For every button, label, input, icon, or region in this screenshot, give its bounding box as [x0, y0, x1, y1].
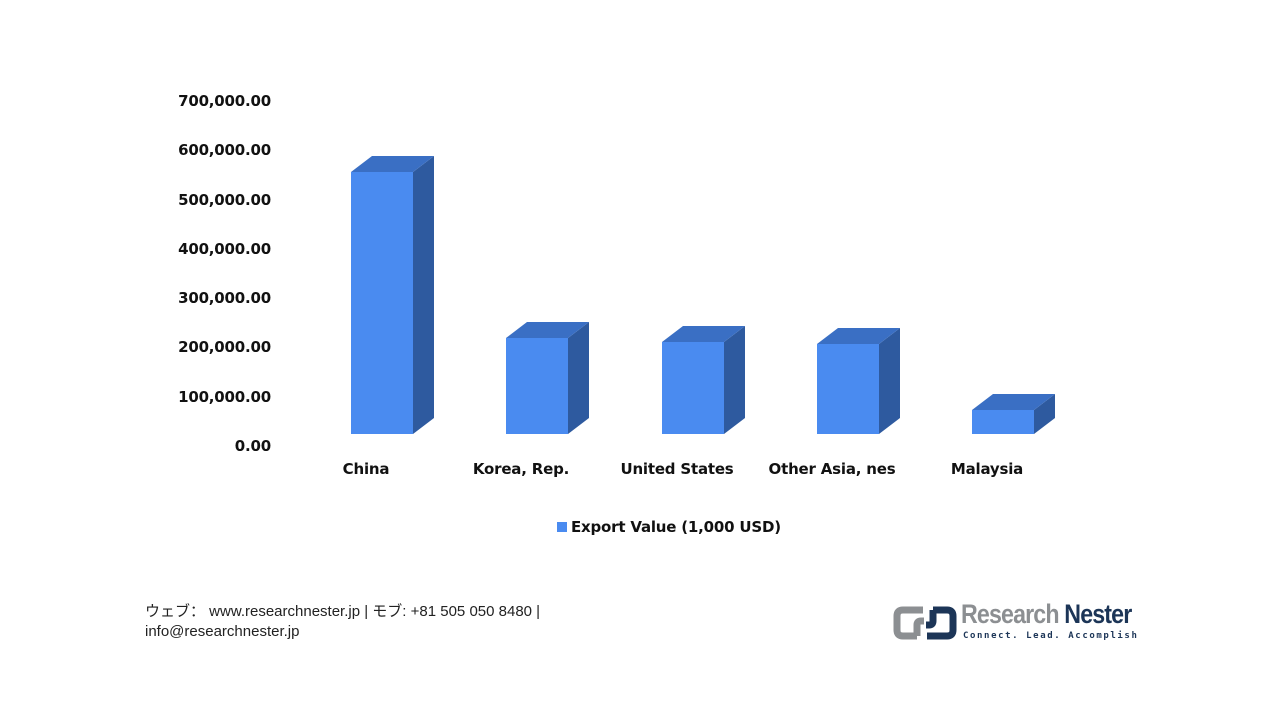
bar-front-face	[506, 338, 568, 434]
bar-side-face	[413, 156, 434, 434]
y-tick: 700,000.00	[178, 92, 271, 110]
logo-word-nester: Nester	[1064, 599, 1132, 629]
bar-front-face	[351, 172, 413, 434]
bar-other-asia-nes	[817, 328, 900, 434]
contact-line-web-phone: ウェブ： www.researchnester.jp | モブ: +81 505…	[145, 603, 541, 620]
bar-top-face	[972, 394, 1055, 410]
chain-link-logo-icon	[893, 606, 957, 640]
legend-swatch-icon	[557, 522, 567, 532]
bar-korea-rep	[506, 322, 589, 434]
bar-side-face	[724, 326, 745, 434]
bar-united-states	[662, 326, 745, 434]
contact-line-email: info@researchnester.jp	[145, 623, 300, 640]
y-tick: 600,000.00	[178, 141, 271, 160]
logo-tagline: Connect. Lead. Accomplish	[963, 631, 1139, 641]
bar-top-face	[662, 326, 745, 342]
bar-top-face	[351, 156, 434, 172]
y-tick: 500,000.00	[178, 190, 271, 209]
x-label: Other Asia, nes	[768, 460, 896, 478]
x-label: United States	[620, 460, 734, 478]
y-tick: 400,000.00	[178, 239, 271, 258]
contact-footer: ウェブ： www.researchnester.jp | モブ: +81 505…	[145, 602, 540, 642]
bar-china	[351, 156, 434, 434]
bar-front-face	[972, 410, 1034, 434]
bar-side-face	[568, 322, 589, 434]
bar-top-face	[817, 328, 900, 344]
bar-top-face	[506, 322, 589, 338]
legend-label: Export Value (1,000 USD)	[571, 518, 781, 536]
y-tick: 0.00	[234, 437, 271, 455]
chart-legend: Export Value (1,000 USD)	[557, 518, 781, 536]
research-nester-logo: Research Nester Connect. Lead. Accomplis…	[893, 599, 1143, 643]
bar-malaysia	[972, 394, 1055, 434]
x-label: Malaysia	[950, 460, 1024, 478]
x-label: China	[342, 460, 390, 478]
y-tick: 200,000.00	[178, 338, 271, 357]
logo-wordmark: Research Nester	[961, 599, 1132, 630]
export-value-chart: 0.00 100,000.00 200,000.00 300,000.00 40…	[178, 92, 1055, 536]
bar-front-face	[662, 342, 724, 434]
logo-word-research: Research	[961, 599, 1060, 629]
y-tick: 100,000.00	[178, 387, 271, 406]
bar-side-face	[879, 328, 900, 434]
bar-front-face	[817, 344, 879, 434]
x-label: Korea, Rep.	[472, 460, 570, 478]
y-tick: 300,000.00	[178, 289, 271, 308]
